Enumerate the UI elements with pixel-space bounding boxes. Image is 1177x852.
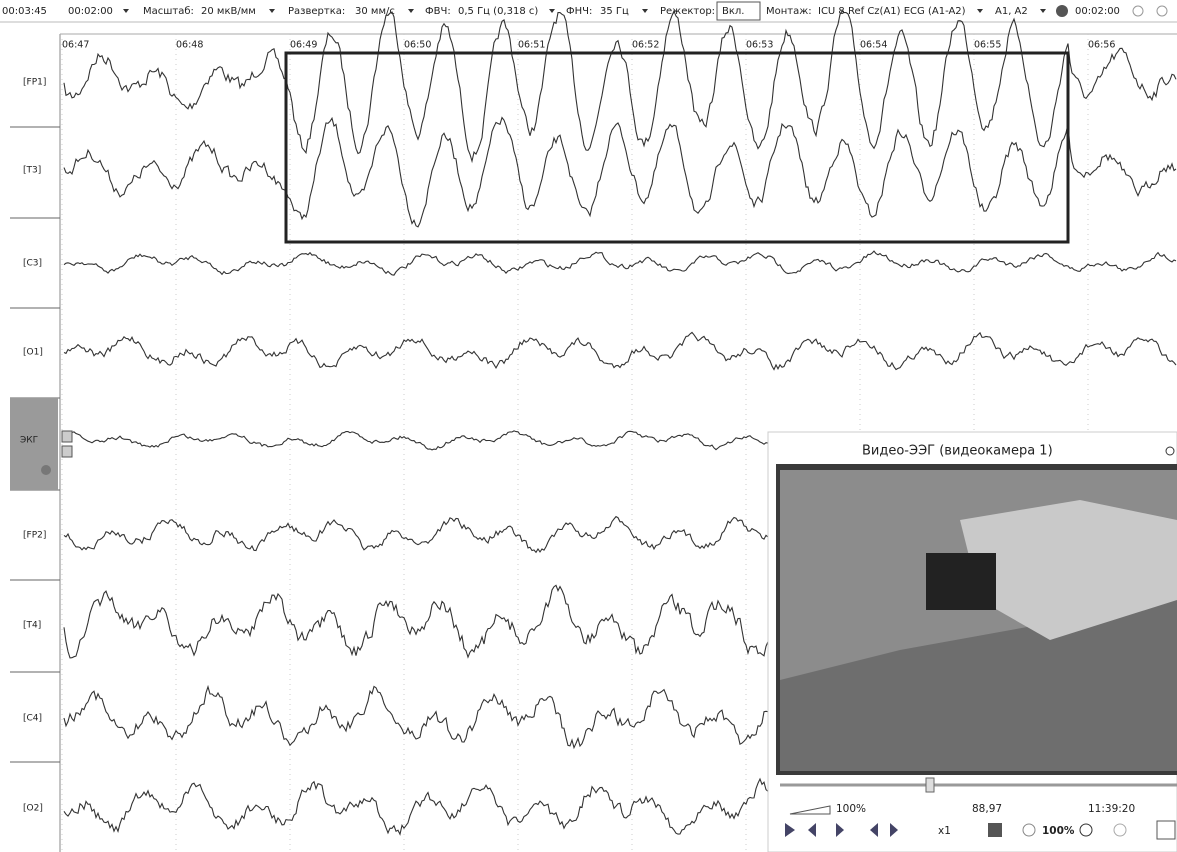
eeg-trace <box>64 431 768 450</box>
channel-label: [C4] <box>23 714 42 724</box>
speed[interactable]: x1 <box>938 825 951 837</box>
dropdown-arrow[interactable] <box>977 9 983 13</box>
time-label: 06:50 <box>404 40 431 51</box>
time-label: 06:55 <box>974 40 1001 51</box>
video-panel: Видео-ЭЭГ (видеокамера 1) 100% 88,97 11:… <box>768 432 1177 852</box>
channel-label: [FP2] <box>23 531 46 541</box>
notch-label: Режектор: <box>660 6 715 17</box>
clock: 11:39:20 <box>1088 803 1135 815</box>
settings-icon[interactable] <box>1157 6 1167 16</box>
eeg-trace <box>64 687 768 748</box>
notch-button[interactable]: Вкл. <box>722 6 744 17</box>
lpf-select[interactable]: 35 Гц <box>600 6 629 17</box>
eeg-trace <box>64 251 1176 275</box>
dropdown-arrow[interactable] <box>549 9 555 13</box>
channel-label: [C3] <box>23 259 42 269</box>
time-label: 06:53 <box>746 40 773 51</box>
channel-label: [O1] <box>23 348 43 358</box>
dropdown-arrow[interactable] <box>1040 9 1046 13</box>
page: 00:03:45 00:02:00 Масштаб: 20 мкВ/мм Раз… <box>0 0 1177 852</box>
sweep-label: Развертка: <box>288 6 345 17</box>
gain-up-button[interactable] <box>62 431 72 442</box>
position: 88,97 <box>972 803 1002 815</box>
ecg-indicator <box>41 465 51 475</box>
dropdown-arrow[interactable] <box>123 9 129 13</box>
zoom: 100% <box>1042 825 1075 837</box>
eeg-trace <box>64 118 1176 227</box>
toolbar: 00:03:45 00:02:00 Масштаб: 20 мкВ/мм Раз… <box>2 2 1167 20</box>
face-mask <box>926 553 996 610</box>
scale-select[interactable]: 20 мкВ/мм <box>201 6 256 17</box>
hpf-select[interactable]: 0,5 Гц (0,318 с) <box>458 6 538 17</box>
hpf-label: ФВЧ: <box>425 6 451 17</box>
snapshot-button[interactable] <box>988 823 1002 837</box>
detach-button[interactable] <box>1157 821 1175 839</box>
montage-label: Монтаж: <box>766 6 812 17</box>
settings-icon[interactable] <box>1133 6 1143 16</box>
time-label: 06:52 <box>632 40 659 51</box>
dropdown-arrow[interactable] <box>642 9 648 13</box>
dropdown-arrow[interactable] <box>269 9 275 13</box>
dropdown-arrow[interactable] <box>408 9 414 13</box>
channel-label: [T4] <box>23 621 41 631</box>
scale-label: Масштаб: <box>143 6 194 17</box>
channel-label: [FP1] <box>23 78 46 88</box>
lpf-label: ФНЧ: <box>566 6 592 17</box>
gain-down-button[interactable] <box>62 446 72 457</box>
channel-label: [T3] <box>23 166 41 176</box>
eeg-viewer: 00:03:45 00:02:00 Масштаб: 20 мкВ/мм Раз… <box>0 0 1177 852</box>
time-label: 06:47 <box>62 40 89 51</box>
record-icon[interactable] <box>1056 5 1068 17</box>
eeg-trace <box>64 517 768 553</box>
channel-label: [O2] <box>23 804 43 814</box>
timer: 00:02:00 <box>1075 6 1120 17</box>
eeg-trace <box>64 779 768 834</box>
sweep-select[interactable]: 30 мм/с <box>355 6 395 17</box>
time-label: 06:56 <box>1088 40 1115 51</box>
channel-label: ЭКГ <box>20 436 38 446</box>
elapsed: 00:03:45 <box>2 6 47 17</box>
time-label: 06:48 <box>176 40 203 51</box>
seek-handle[interactable] <box>926 778 934 792</box>
eeg-trace <box>64 332 1176 369</box>
time-label: 06:54 <box>860 40 887 51</box>
time-label: 06:51 <box>518 40 545 51</box>
reference-select[interactable]: A1, A2 <box>995 6 1028 17</box>
eeg-trace <box>64 585 768 658</box>
time-label: 06:49 <box>290 40 317 51</box>
window-select[interactable]: 00:02:00 <box>68 6 113 17</box>
video-title: Видео-ЭЭГ (видеокамера 1) <box>862 444 1053 459</box>
volume: 100% <box>836 803 866 815</box>
